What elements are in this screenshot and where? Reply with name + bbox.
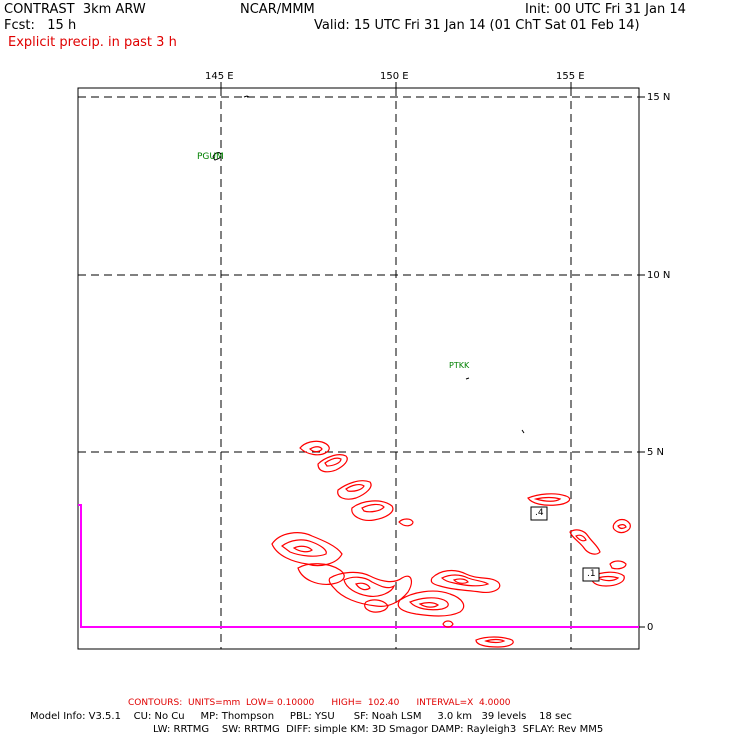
lat-lon-grid <box>78 88 639 649</box>
contour-label-box-2 <box>582 567 600 582</box>
lat-label-15n: 15 N <box>647 92 671 103</box>
island-east <box>521 429 525 434</box>
map-frame <box>77 87 640 650</box>
island-chuuk <box>465 377 470 380</box>
lat-label-5n: 5 N <box>647 447 665 458</box>
field-title: Explicit precip. in past 3 h <box>8 35 177 50</box>
axis-ticks <box>220 82 645 628</box>
lon-label-155: 155 E <box>556 71 585 82</box>
precip-contours <box>271 440 631 648</box>
coastlines <box>212 95 525 434</box>
station-label-ptkk: PTKK <box>449 361 470 370</box>
org-title: NCAR/MMM <box>240 2 315 17</box>
contour-label-01: .1 <box>587 569 596 579</box>
lat-label-eq: 0 <box>647 622 654 633</box>
station-label-pgum: PGUM <box>197 152 224 162</box>
valid-time: Valid: 15 UTC Fri 31 Jan 14 (01 ChT Sat … <box>314 18 640 33</box>
model-title: CONTRAST 3km ARW <box>4 2 146 17</box>
island-guam <box>212 152 222 161</box>
island-north <box>243 95 250 98</box>
lon-label-145: 145 E <box>205 71 234 82</box>
forecast-hour: Fcst: 15 h <box>4 18 77 33</box>
lat-label-10n: 10 N <box>647 270 671 281</box>
model-info-line2: LW: RRTMG SW: RRTMG DIFF: simple KM: 3D … <box>153 724 604 735</box>
domain-boundary <box>78 504 639 628</box>
init-time: Init: 00 UTC Fri 31 Jan 14 <box>525 2 686 17</box>
lon-label-150: 150 E <box>380 71 409 82</box>
contour-label-04: .4 <box>535 508 544 518</box>
contour-label-box-1 <box>530 506 548 521</box>
model-info-line1: Model Info: V3.5.1 CU: No Cu MP: Thompso… <box>30 711 572 722</box>
contour-info: CONTOURS: UNITS=mm LOW= 0.10000 HIGH= 10… <box>128 698 511 708</box>
